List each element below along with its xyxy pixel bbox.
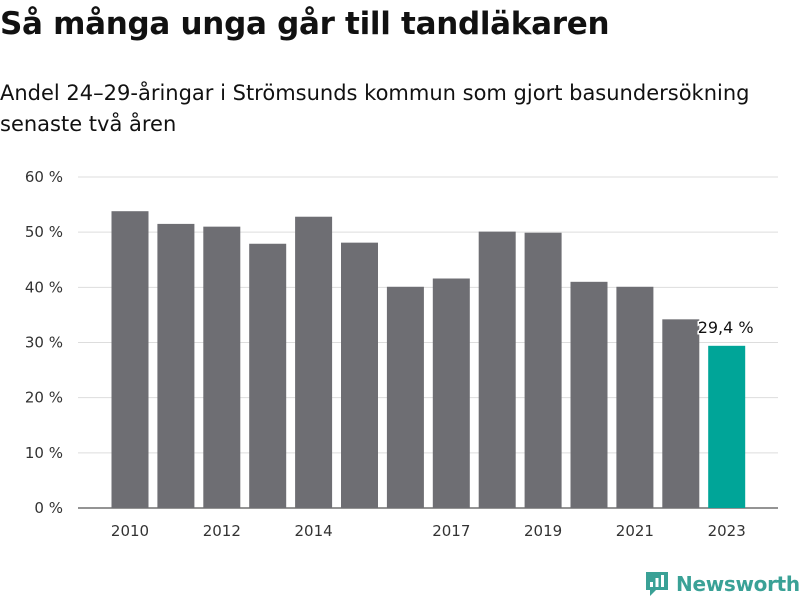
bar (708, 345, 746, 508)
bar (203, 226, 241, 508)
bar (432, 278, 470, 508)
bar (295, 216, 333, 508)
bar-chart: 0 % 10 % 20 % 30 % 40 % 50 % 60 % 2010 2012 2014 2… (25, 168, 778, 540)
data-label: 29,4 % (698, 318, 754, 337)
x-tick-label: 2021 (616, 522, 654, 540)
y-tick-label: 10 % (25, 444, 63, 462)
y-tick-label: 60 % (25, 168, 63, 186)
bar (616, 286, 654, 508)
chart-title: Så många unga går till tandläkaren (0, 6, 610, 42)
newsworthy-logo-text: Newsworthy (676, 572, 800, 596)
bar (570, 281, 608, 508)
bar (662, 319, 700, 508)
y-tick-label: 50 % (25, 223, 63, 241)
newsworthy-logo-icon (646, 572, 668, 596)
y-tick-label: 30 % (25, 334, 63, 352)
x-tick-label: 2023 (708, 522, 746, 540)
y-tick-label: 20 % (25, 389, 63, 407)
x-tick-label: 2017 (432, 522, 470, 540)
chart-subtitle: Andel 24–29-åringar i Strömsunds kommun … (0, 81, 750, 136)
bar (524, 232, 562, 509)
x-tick-label: 2012 (203, 522, 241, 540)
bar (341, 242, 378, 509)
newsworthy-logo: Newsworthy (644, 569, 800, 599)
x-tick-label: 2014 (295, 522, 333, 540)
bar (111, 211, 149, 508)
bar (157, 223, 195, 508)
bar (386, 286, 424, 508)
y-tick-label: 40 % (25, 278, 63, 296)
bar (478, 231, 516, 509)
x-tick-label: 2010 (111, 522, 149, 540)
y-tick-label: 0 % (34, 499, 63, 517)
bar (249, 243, 287, 509)
x-tick-label: 2019 (524, 522, 562, 540)
